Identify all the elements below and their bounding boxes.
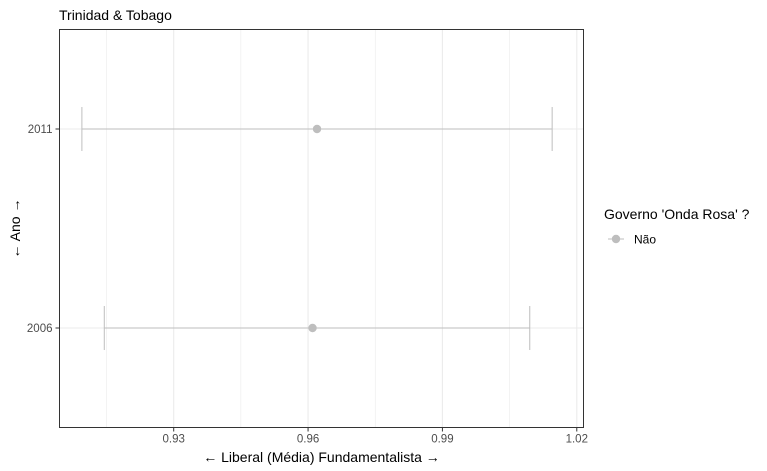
y-tick-label: 2006 bbox=[27, 323, 53, 335]
legend-title: Governo 'Onda Rosa' ? bbox=[604, 206, 750, 222]
x-axis-title: ← Liberal (Média) Fundamentalista → bbox=[203, 449, 440, 465]
errorbar-2006 bbox=[103, 306, 531, 350]
y-tick-label: 2011 bbox=[28, 124, 53, 136]
mean-point bbox=[308, 323, 317, 333]
axes: 0.93 0.96 0.99 1.02 2011 2006 bbox=[27, 124, 588, 446]
legend-label: Não bbox=[634, 233, 656, 247]
x-tick-label: 0.96 bbox=[297, 434, 319, 446]
x-tick-label: 1.02 bbox=[566, 434, 588, 446]
mean-point bbox=[312, 124, 322, 134]
grid bbox=[59, 29, 584, 428]
chart-title: Trinidad & Tobago bbox=[59, 7, 172, 23]
x-tick-label: 0.99 bbox=[431, 434, 453, 446]
errorbar-2011 bbox=[81, 107, 553, 151]
legend-entry: Não bbox=[608, 233, 656, 247]
y-axis-title: ← Ano → bbox=[7, 199, 23, 259]
plot-marks bbox=[81, 107, 553, 350]
panel-border bbox=[59, 29, 584, 428]
legend-entries: Não bbox=[608, 233, 656, 247]
legend: Governo 'Onda Rosa' ? Não bbox=[604, 206, 750, 247]
legend-key-point bbox=[611, 234, 621, 244]
x-tick-label: 0.93 bbox=[163, 434, 185, 446]
